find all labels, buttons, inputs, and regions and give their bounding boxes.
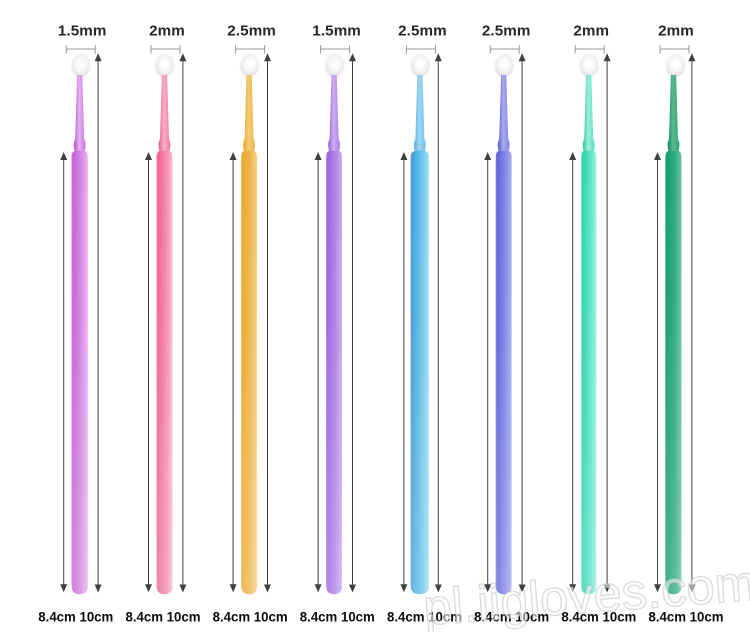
svg-text:8.4cm 10cm: 8.4cm 10cm — [213, 609, 288, 625]
svg-text:2.5mm: 2.5mm — [227, 23, 276, 40]
svg-text:2mm: 2mm — [149, 23, 185, 40]
svg-text:8.4cm 10cm: 8.4cm 10cm — [648, 609, 723, 625]
svg-text:8.4cm 10cm: 8.4cm 10cm — [38, 609, 113, 625]
svg-text:1.5mm: 1.5mm — [58, 23, 107, 40]
svg-text:2mm: 2mm — [658, 23, 694, 40]
svg-text:2mm: 2mm — [573, 23, 609, 40]
svg-text:1.5mm: 1.5mm — [312, 23, 361, 40]
svg-text:8.4cm 10cm: 8.4cm 10cm — [125, 609, 200, 625]
svg-text:8.4cm 10cm: 8.4cm 10cm — [300, 609, 375, 625]
svg-text:8.4cm 10cm: 8.4cm 10cm — [561, 609, 636, 625]
svg-text:2.5mm: 2.5mm — [482, 23, 531, 40]
svg-text:8.4cm 10cm: 8.4cm 10cm — [387, 609, 462, 625]
svg-text:8.4cm 10cm: 8.4cm 10cm — [474, 609, 549, 625]
svg-text:2.5mm: 2.5mm — [398, 23, 447, 40]
